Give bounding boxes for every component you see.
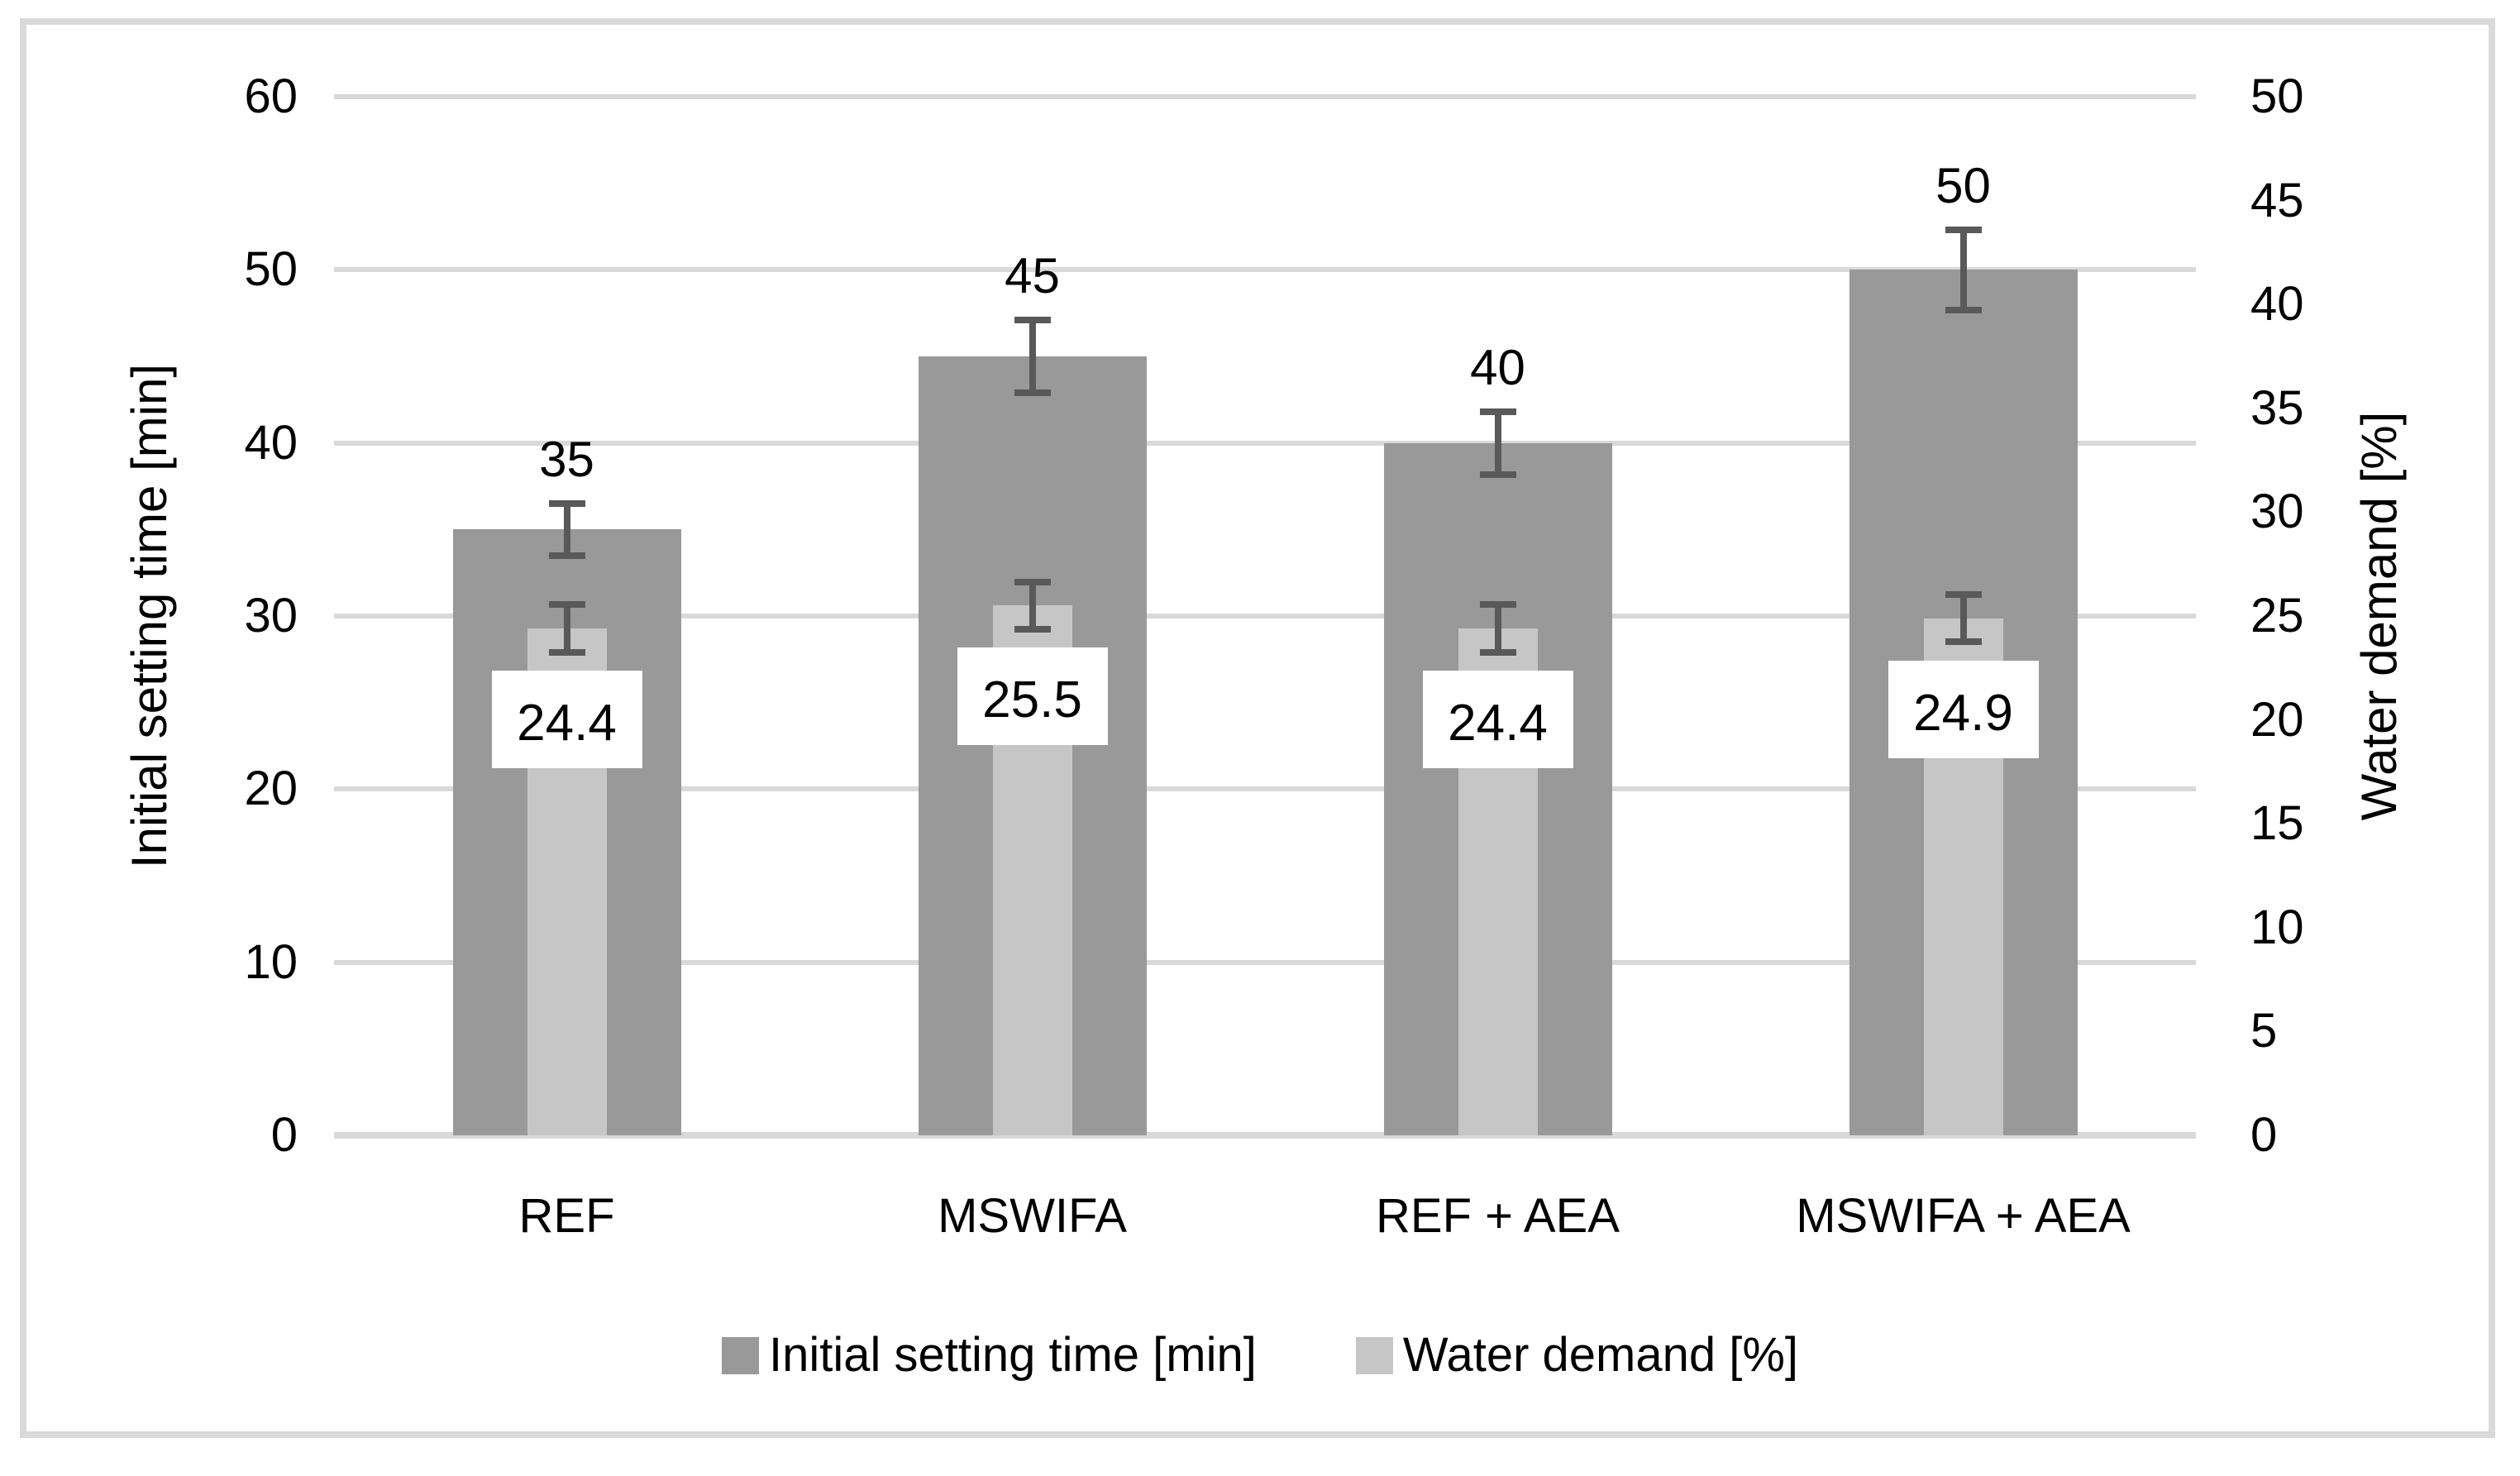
data-label-water-demand-ref-aea: 24.4 xyxy=(1422,671,1573,769)
legend-swatch-water-demand xyxy=(1355,1336,1393,1374)
right-axis-tick-10: 10 xyxy=(2250,900,2304,954)
error-bar-initial-setting-time-mswifa xyxy=(1014,316,1051,397)
gridline-40 xyxy=(334,440,2196,446)
right-axis-tick-15: 15 xyxy=(2250,796,2304,851)
left-axis-tick-0: 0 xyxy=(270,1108,298,1162)
left-axis-tick-30: 30 xyxy=(244,589,298,642)
right-axis-tick-35: 35 xyxy=(2250,380,2304,435)
data-label-water-demand-ref: 24.4 xyxy=(491,671,642,769)
data-label-initial-setting-time-ref-aea: 40 xyxy=(1470,339,1525,395)
right-axis-tick-0: 0 xyxy=(2250,1108,2278,1162)
data-label-water-demand-mswifa-aea: 24.9 xyxy=(1888,660,2039,758)
error-bar-initial-setting-time-ref xyxy=(548,499,585,559)
x-axis-line xyxy=(334,1132,2196,1139)
data-label-water-demand-mswifa: 25.5 xyxy=(957,647,1108,746)
gridline-20 xyxy=(334,786,2196,792)
right-axis-tick-50: 50 xyxy=(2250,69,2304,123)
legend-item-water-demand: Water demand [%] xyxy=(1355,1328,1799,1382)
data-label-initial-setting-time-mswifa: 45 xyxy=(1005,247,1060,303)
left-axis-tick-20: 20 xyxy=(244,762,298,816)
x-axis-label-mswifa-aea: MSWIFA + AEA xyxy=(1796,1189,2131,1243)
legend-label-initial-setting-time: Initial setting time [min] xyxy=(768,1328,1257,1382)
left-axis-tick-60: 60 xyxy=(244,69,298,123)
error-bar-water-demand-ref xyxy=(548,601,585,656)
error-bar-water-demand-ref-aea xyxy=(1479,601,1516,656)
chart-outer-frame xyxy=(20,18,2495,1438)
legend-item-initial-setting-time: Initial setting time [min] xyxy=(721,1328,1257,1382)
x-axis-label-mswifa: MSWIFA xyxy=(938,1189,1127,1243)
left-axis-tick-50: 50 xyxy=(244,242,298,297)
right-axis-tick-20: 20 xyxy=(2250,692,2304,747)
legend-swatch-initial-setting-time xyxy=(721,1336,759,1374)
gridline-10 xyxy=(334,959,2196,965)
right-axis-tick-30: 30 xyxy=(2250,485,2304,539)
right-axis-tick-25: 25 xyxy=(2250,589,2304,642)
error-bar-water-demand-mswifa xyxy=(1014,578,1051,633)
error-bar-initial-setting-time-mswifa-aea xyxy=(1945,227,1982,313)
error-bar-water-demand-mswifa-aea xyxy=(1945,590,1982,646)
left-axis-tick-40: 40 xyxy=(244,415,298,470)
x-axis-label-ref-aea: REF + AEA xyxy=(1376,1189,1620,1243)
left-axis-tick-10: 10 xyxy=(244,934,298,989)
gridline-30 xyxy=(334,614,2196,619)
right-axis-tick-45: 45 xyxy=(2250,173,2304,227)
right-axis-tick-5: 5 xyxy=(2250,1004,2278,1058)
gridline-50 xyxy=(334,267,2196,273)
legend-label-water-demand: Water demand [%] xyxy=(1402,1328,1799,1382)
gridline-60 xyxy=(334,94,2196,99)
x-axis-label-ref: REF xyxy=(518,1189,615,1243)
data-label-initial-setting-time-ref: 35 xyxy=(539,431,594,487)
error-bar-initial-setting-time-ref-aea xyxy=(1479,408,1516,478)
right-axis-tick-40: 40 xyxy=(2250,277,2304,332)
data-label-initial-setting-time-mswifa-aea: 50 xyxy=(1935,158,1991,213)
legend: Initial setting time [min] Water demand … xyxy=(0,1330,2520,1381)
